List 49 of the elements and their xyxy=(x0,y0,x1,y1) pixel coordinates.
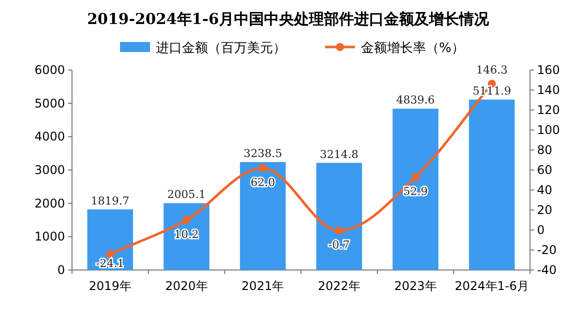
y2-tick-label: 80 xyxy=(537,143,552,157)
bar xyxy=(468,100,515,270)
y-tick-label: 5000 xyxy=(34,96,65,110)
x-tick-label: 2021年 xyxy=(242,279,284,293)
y-tick-label: 2000 xyxy=(34,196,65,210)
point xyxy=(412,173,420,182)
y2-tick-label: 60 xyxy=(537,163,552,177)
data-label: 10.2 xyxy=(174,228,199,241)
legend-label: 金额增长率（%） xyxy=(361,40,464,56)
x-tick-label: 2023年 xyxy=(394,279,437,293)
data-label: 62.0 xyxy=(250,176,276,189)
bar xyxy=(240,162,286,270)
y-tick-label: 3000 xyxy=(34,163,65,177)
y-tick-label: 0 xyxy=(57,263,65,277)
x-tick-label: 2024年1-6月 xyxy=(454,279,529,293)
y2-tick-label: 160 xyxy=(537,63,560,77)
x-tick-label: 2020年 xyxy=(165,279,208,293)
data-label: 1819.7 xyxy=(90,194,130,208)
y2-tick-label: -40 xyxy=(537,263,557,277)
data-label: 3238.5 xyxy=(244,147,282,160)
data-label: -24.1 xyxy=(96,257,124,270)
x-tick-label: 2022年 xyxy=(318,279,360,293)
y2-tick-label: 120 xyxy=(537,103,560,117)
point xyxy=(335,226,344,235)
y-tick-label: 1000 xyxy=(34,230,65,244)
x-tick-label: 2019年 xyxy=(88,279,132,293)
bar xyxy=(87,209,134,270)
data-label: -0.7 xyxy=(328,238,350,252)
point xyxy=(106,250,114,258)
point xyxy=(258,164,267,172)
data-label: 146.3 xyxy=(476,64,508,77)
y2-tick-label: 40 xyxy=(537,183,552,197)
chart-title: 2019-2024年1-6月中国中央处理部件进口金额及增长情况 xyxy=(87,10,490,28)
y2-tick-label: 140 xyxy=(537,83,560,97)
data-label: 3214.8 xyxy=(320,148,358,161)
y2-tick-label: 0 xyxy=(537,223,545,237)
legend-label: 进口金额（百万美元） xyxy=(156,40,286,56)
bar xyxy=(392,108,438,270)
point xyxy=(182,216,190,224)
data-label: 4839.6 xyxy=(396,94,435,107)
bar xyxy=(316,162,362,270)
y-tick-label: 6000 xyxy=(34,63,65,77)
data-label: 2005.1 xyxy=(167,188,206,202)
y2-tick-label: 20 xyxy=(537,203,552,217)
y2-tick-label: -20 xyxy=(537,243,557,257)
bar xyxy=(164,203,210,270)
y2-tick-label: 100 xyxy=(537,123,560,137)
y-tick-label: 4000 xyxy=(34,130,65,144)
data-label: 52.9 xyxy=(403,185,428,198)
